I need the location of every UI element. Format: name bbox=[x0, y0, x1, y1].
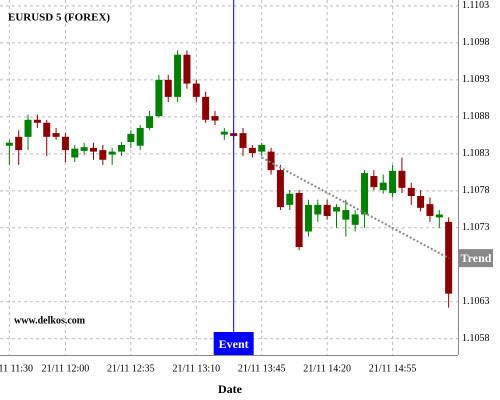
candle-body bbox=[361, 173, 369, 215]
candle-body bbox=[164, 79, 172, 97]
event-label-box bbox=[213, 332, 254, 355]
y-tick-label: 1.1103 bbox=[462, 0, 489, 11]
x-tick-label: 21/11 14:20 bbox=[303, 363, 351, 374]
x-tick-label: 21/11 11:30 bbox=[0, 363, 33, 374]
candle-body bbox=[61, 136, 69, 151]
candle-body bbox=[267, 151, 275, 171]
candle-body bbox=[52, 133, 60, 137]
candle-body bbox=[202, 96, 210, 120]
candle-body bbox=[136, 127, 144, 146]
trend-label: Trend bbox=[461, 251, 492, 265]
candle-body bbox=[351, 214, 359, 225]
candle-body bbox=[43, 122, 51, 137]
x-tick-label: 21/11 14:55 bbox=[369, 363, 417, 374]
candle-body bbox=[118, 144, 126, 152]
candle-body bbox=[5, 142, 13, 146]
candle-body bbox=[71, 148, 79, 158]
y-tick-label: 1.1063 bbox=[462, 296, 490, 307]
candle-body bbox=[155, 79, 163, 117]
y-tick-label: 1.1058 bbox=[462, 333, 490, 344]
x-tick-label: 21/11 13:10 bbox=[172, 363, 220, 374]
candle-body bbox=[127, 133, 135, 142]
trend-label-box bbox=[459, 249, 493, 268]
candle-body bbox=[80, 147, 88, 151]
candle-body bbox=[239, 133, 247, 148]
candle-body bbox=[183, 54, 191, 84]
candle-body bbox=[398, 170, 406, 188]
candle-body bbox=[389, 170, 397, 194]
watermark: www.delkos.com bbox=[14, 315, 86, 326]
candle-body bbox=[192, 83, 200, 97]
x-tick-label: 21/11 13:45 bbox=[238, 363, 286, 374]
candle-body bbox=[211, 116, 219, 121]
y-tick-label: 1.1073 bbox=[462, 222, 490, 233]
candle-body bbox=[99, 150, 107, 160]
y-tick-label: 1.1078 bbox=[462, 185, 490, 196]
candle-body bbox=[146, 116, 154, 128]
candle-body bbox=[33, 119, 41, 123]
y-tick-label: 1.1088 bbox=[462, 111, 490, 122]
x-tick-label: 21/11 12:35 bbox=[107, 363, 155, 374]
candle-body bbox=[323, 204, 331, 216]
plot bbox=[5, 0, 453, 355]
candle-body bbox=[15, 136, 23, 151]
chart-title: EURUSD 5 (FOREX) bbox=[8, 12, 110, 24]
candle-body bbox=[332, 207, 340, 212]
candle-body bbox=[379, 182, 387, 191]
candle-body bbox=[407, 187, 415, 196]
x-axis-title: Date bbox=[218, 382, 243, 396]
y-tick-label: 1.1083 bbox=[462, 148, 490, 159]
y-tick-label: 1.1098 bbox=[462, 37, 490, 48]
candle-body bbox=[276, 170, 284, 208]
candle-body bbox=[24, 119, 32, 137]
candle-body bbox=[435, 214, 443, 218]
candle-body bbox=[417, 195, 425, 208]
candle-body bbox=[426, 204, 434, 216]
candle-body bbox=[89, 147, 97, 152]
candle-body bbox=[295, 193, 303, 248]
candle-body bbox=[220, 131, 228, 135]
trend-line bbox=[261, 156, 450, 259]
candle-body bbox=[342, 210, 350, 220]
candle-body bbox=[258, 144, 266, 152]
candle-body bbox=[286, 193, 294, 205]
candle-body bbox=[248, 147, 256, 154]
y-tick-label: 1.1093 bbox=[462, 74, 490, 85]
candle-body bbox=[314, 204, 322, 215]
candle-body bbox=[304, 204, 312, 232]
event-label: Event bbox=[219, 337, 249, 351]
candle-body bbox=[174, 54, 182, 97]
x-tick-label: 21/11 12:00 bbox=[42, 363, 90, 374]
candle-body bbox=[108, 151, 116, 155]
candle-body bbox=[370, 176, 378, 188]
